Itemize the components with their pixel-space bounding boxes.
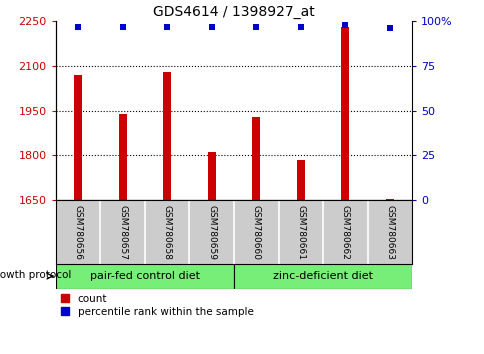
Text: GSM780658: GSM780658 [162,205,171,260]
Text: GSM780662: GSM780662 [340,205,349,260]
Bar [207,152,215,200]
Bar [56,264,233,289]
Text: GSM780661: GSM780661 [296,205,305,260]
Bar [296,160,304,200]
Bar [74,75,82,200]
Text: GSM780660: GSM780660 [251,205,260,260]
Text: zinc-deficient diet: zinc-deficient diet [272,271,372,281]
Bar [233,264,411,289]
Text: GSM780656: GSM780656 [74,205,82,260]
Text: growth protocol: growth protocol [0,270,72,280]
Text: pair-fed control diet: pair-fed control diet [90,271,199,281]
Bar [119,114,126,200]
Bar [252,116,260,200]
Text: GSM780663: GSM780663 [385,205,393,260]
Bar [385,199,393,200]
Bar [341,27,348,200]
Legend: count, percentile rank within the sample: count, percentile rank within the sample [61,294,253,317]
Title: GDS4614 / 1398927_at: GDS4614 / 1398927_at [153,5,314,19]
Bar [163,72,171,200]
Text: GSM780659: GSM780659 [207,205,216,260]
Text: GSM780657: GSM780657 [118,205,127,260]
